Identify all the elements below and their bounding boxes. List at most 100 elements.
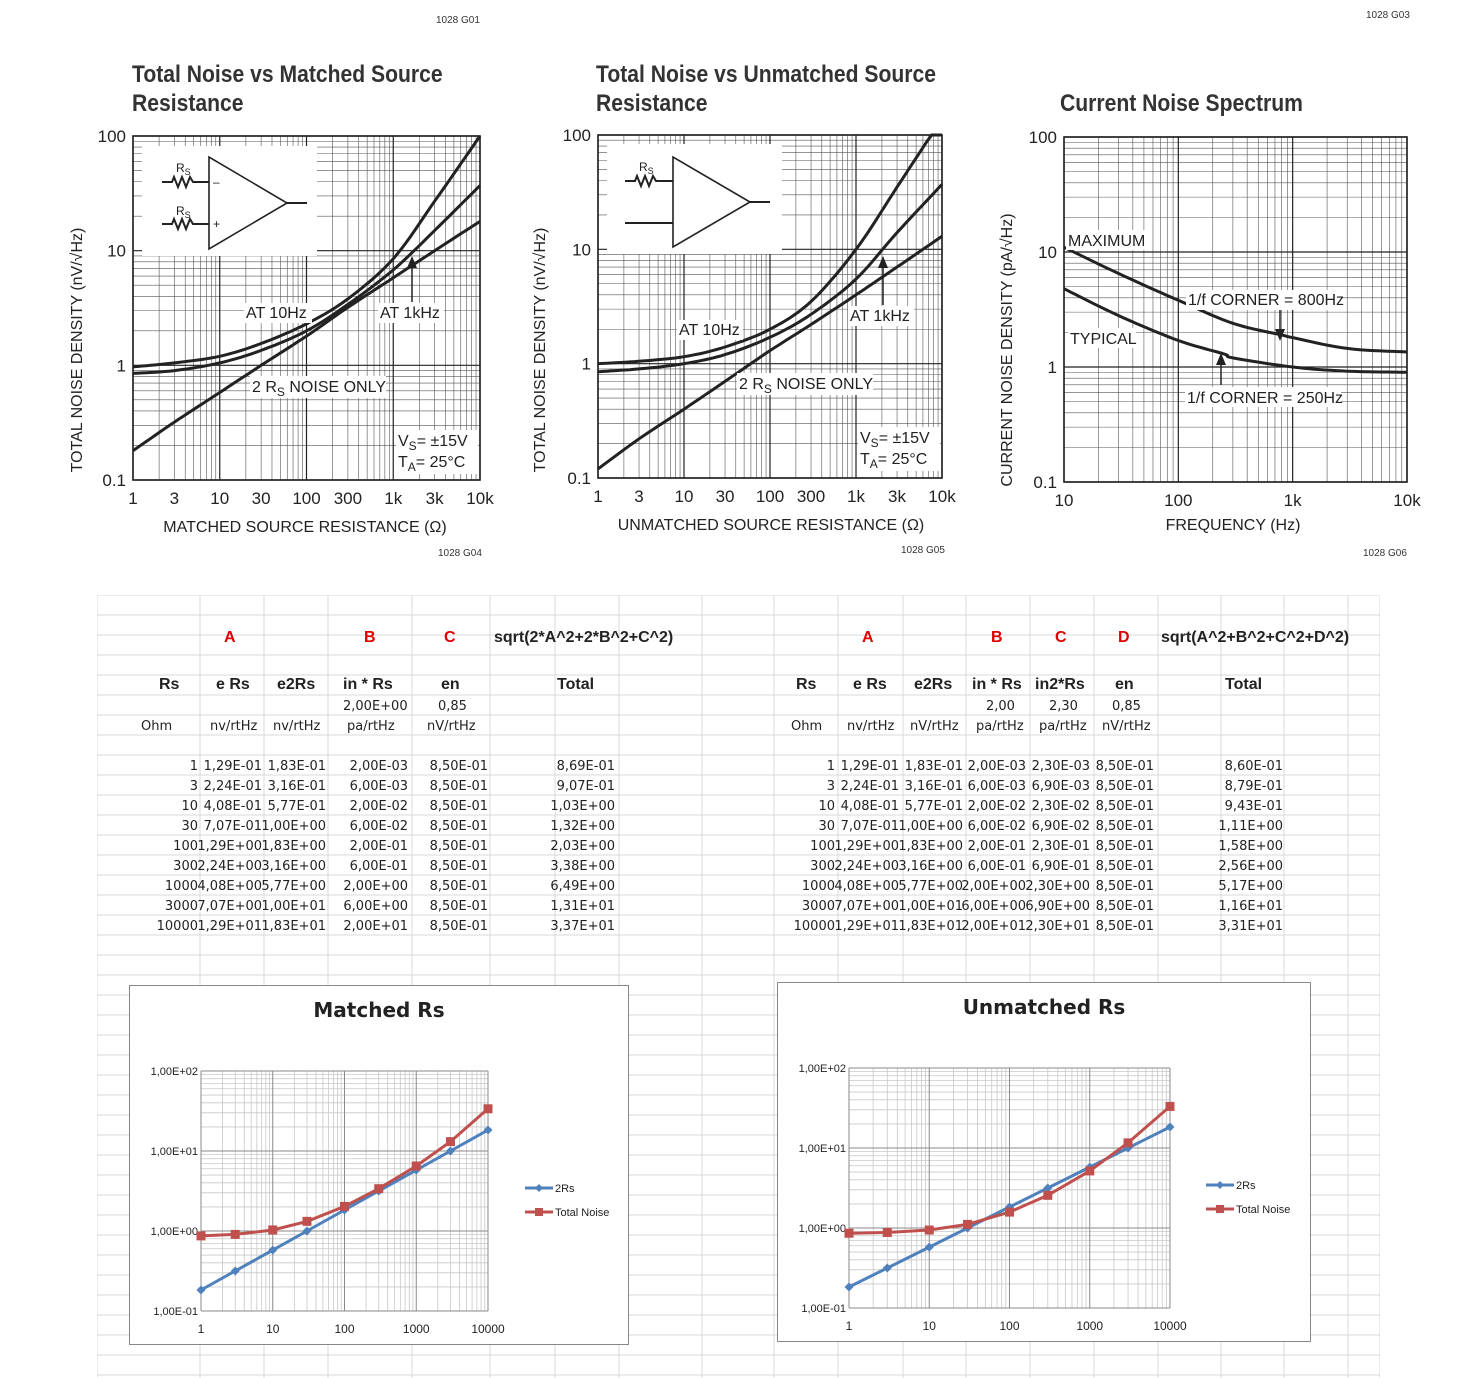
table-cell: 300: [810, 859, 835, 874]
svg-text:AT 1kHz: AT 1kHz: [850, 308, 910, 325]
table-cell: 8,60E-01: [1224, 759, 1283, 774]
table-cell: 1,83E-01: [267, 759, 326, 774]
unmatched-rs-chart[interactable]: Unmatched Rs 1,00E+02 1,00E+01 1,00E+00 1,0…: [777, 982, 1311, 1342]
data-point: [844, 1228, 854, 1238]
x-tick-label: 1: [593, 487, 602, 506]
chart-title: Total Noise vs Matched Source Resistance: [132, 61, 443, 117]
table-cell: 2,56E+00: [1218, 859, 1283, 874]
table-cell: 8,50E-01: [1095, 759, 1154, 774]
column-header: e Rs: [853, 676, 887, 693]
table-cell: 2,00E-01: [967, 839, 1026, 854]
table-cell: 1,32E+00: [550, 819, 615, 834]
svg-text:2 RS NOISE ONLY: 2 RS NOISE ONLY: [252, 379, 386, 399]
chart-title: Matched Rs: [313, 998, 445, 1022]
unit: nV/rtHz: [1102, 719, 1151, 734]
table-cell: 1,83E+00: [898, 839, 963, 854]
y-tick-label: 1: [1048, 358, 1057, 377]
y-tick-label: 0.1: [567, 469, 591, 488]
table-cell: 2,30E-02: [1031, 799, 1090, 814]
table-cell: 8,50E-01: [429, 919, 488, 934]
unit: pa/rtHz: [976, 719, 1024, 734]
data-point: [1165, 1101, 1175, 1111]
y-tick-label: 1: [582, 355, 591, 374]
column-letter: C: [444, 629, 456, 646]
data-point: [1043, 1183, 1053, 1193]
table-cell: 8,50E-01: [1095, 879, 1154, 894]
table-cell: 1,16E+01: [1218, 899, 1283, 914]
table-cell: 5,17E+00: [1218, 879, 1283, 894]
unit: pa/rtHz: [347, 719, 395, 734]
unit: nV/rtHz: [427, 719, 476, 734]
data-point: [1043, 1190, 1053, 1200]
y-tick-label: 1,00E+00: [799, 1223, 846, 1235]
table-cell: 6,00E-03: [967, 779, 1026, 794]
svg-text:VS= ±15V: VS= ±15V: [398, 433, 468, 453]
column-header: en: [1115, 676, 1134, 693]
column-letter: D: [1118, 629, 1130, 646]
table-cell: 6,00E-01: [967, 859, 1026, 874]
x-tick-label: 3k: [888, 487, 906, 506]
x-tick-label: 1000: [403, 1322, 430, 1336]
x-tick-label: 1k: [384, 489, 402, 508]
column-header: in * Rs: [972, 676, 1022, 693]
table-cell: 30: [181, 819, 198, 834]
table-cell: 1,29E+00: [834, 839, 899, 854]
y-tick-label: 100: [563, 126, 591, 145]
legend-label: 2Rs: [555, 1183, 575, 1195]
table-cell: 1,03E+00: [550, 799, 615, 814]
table-cell: 6,49E+00: [550, 879, 615, 894]
table-cell: 8,50E-01: [429, 899, 488, 914]
chart-title: Current Noise Spectrum: [1060, 90, 1303, 117]
table-cell: 3000: [164, 899, 198, 914]
column-header: in2*Rs: [1035, 676, 1085, 693]
x-tick-label: 1k: [847, 487, 865, 506]
x-tick-label: 1: [198, 1322, 205, 1336]
data-point: [268, 1225, 278, 1235]
table-cell: 5,77E+00: [898, 879, 963, 894]
table-cell: 3,16E+00: [261, 859, 326, 874]
series-line: [132, 220, 481, 452]
svg-text:RS: RS: [639, 160, 654, 176]
column-header: Total: [557, 676, 595, 693]
table-cell: 9,43E-01: [1224, 799, 1283, 814]
x-tick-label: 30: [252, 489, 271, 508]
column-header: Total: [1225, 676, 1263, 693]
unit: nv/rtHz: [273, 719, 321, 734]
table-cell: 5,77E+00: [261, 879, 326, 894]
table-cell: 1,29E+01: [834, 919, 899, 934]
annotations: AT 10Hz AT 1kHz 2 RS NOISE ONLY VS= ±15V…: [677, 256, 940, 471]
matched-rs-chart[interactable]: Matched Rs 1,00E+02 1,00E+01 1,00E+00 1,00E…: [129, 985, 629, 1345]
column-header: e2Rs: [914, 676, 953, 693]
table-cell: 1: [189, 759, 198, 774]
table-cell: 7,07E-01: [840, 819, 899, 834]
chart-title: Total Noise vs Unmatched Source Resistanc…: [596, 61, 936, 117]
series-line: [1063, 245, 1408, 354]
y-tick-label: 100: [98, 127, 126, 146]
x-axis-label: UNMATCHED SOURCE RESISTANCE (Ω): [618, 517, 925, 534]
data-point: [230, 1266, 240, 1276]
column-header: in * Rs: [343, 676, 393, 693]
table-cell: 8,50E-01: [1095, 799, 1154, 814]
table-cell: 5,77E-01: [267, 799, 326, 814]
svg-text:AT 10Hz: AT 10Hz: [246, 305, 307, 322]
table-cell: 8,50E-01: [429, 879, 488, 894]
table-cell: 8,69E-01: [556, 759, 615, 774]
data-point: [1005, 1207, 1014, 1217]
table-cell: 6,00E-03: [349, 779, 408, 794]
table-cell: 8,50E-01: [1095, 819, 1154, 834]
svg-text:1/f CORNER = 250Hz: 1/f CORNER = 250Hz: [1187, 390, 1343, 407]
data-point: [445, 1146, 455, 1156]
table-cell: 6,00E+00: [343, 899, 408, 914]
unit: nV/rtHz: [910, 719, 959, 734]
x-tick-label: 10: [210, 489, 229, 508]
y-tick-label: 0.1: [1033, 473, 1057, 492]
data-point: [924, 1225, 934, 1235]
column-letter: C: [1055, 629, 1067, 646]
table-cell: 10: [818, 799, 835, 814]
table-cell: 7,07E-01: [203, 819, 262, 834]
data-point: [882, 1227, 892, 1237]
series-line: [597, 133, 942, 366]
svg-text:–: –: [213, 175, 220, 189]
